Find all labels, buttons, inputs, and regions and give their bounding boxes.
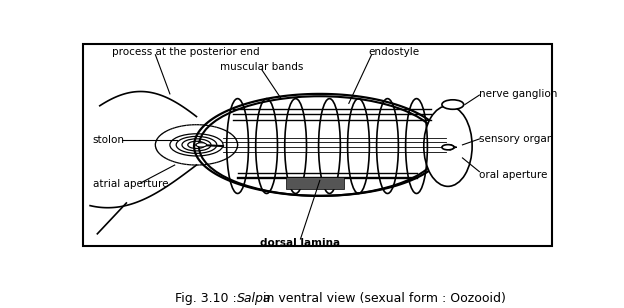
Text: in ventral view (sexual form : Oozooid): in ventral view (sexual form : Oozooid) <box>259 292 506 305</box>
Bar <box>286 177 344 189</box>
Text: nerve ganglion: nerve ganglion <box>479 89 558 99</box>
Text: atrial aperture: atrial aperture <box>92 179 168 189</box>
Text: dorsal lamina: dorsal lamina <box>260 238 341 248</box>
Text: Fig. 3.10 :: Fig. 3.10 : <box>175 292 240 305</box>
Text: muscular bands: muscular bands <box>220 62 303 71</box>
Ellipse shape <box>424 106 472 186</box>
Text: endostyle: endostyle <box>368 47 419 57</box>
Ellipse shape <box>199 96 441 196</box>
Text: process at the posterior end: process at the posterior end <box>112 47 260 57</box>
Ellipse shape <box>196 143 207 147</box>
Ellipse shape <box>442 145 454 150</box>
Text: oral aperture: oral aperture <box>479 169 548 180</box>
Text: sensory organ: sensory organ <box>479 134 553 144</box>
Ellipse shape <box>442 100 464 109</box>
FancyBboxPatch shape <box>83 44 552 246</box>
Text: Salpa: Salpa <box>237 292 271 305</box>
Text: stolon: stolon <box>92 135 125 145</box>
